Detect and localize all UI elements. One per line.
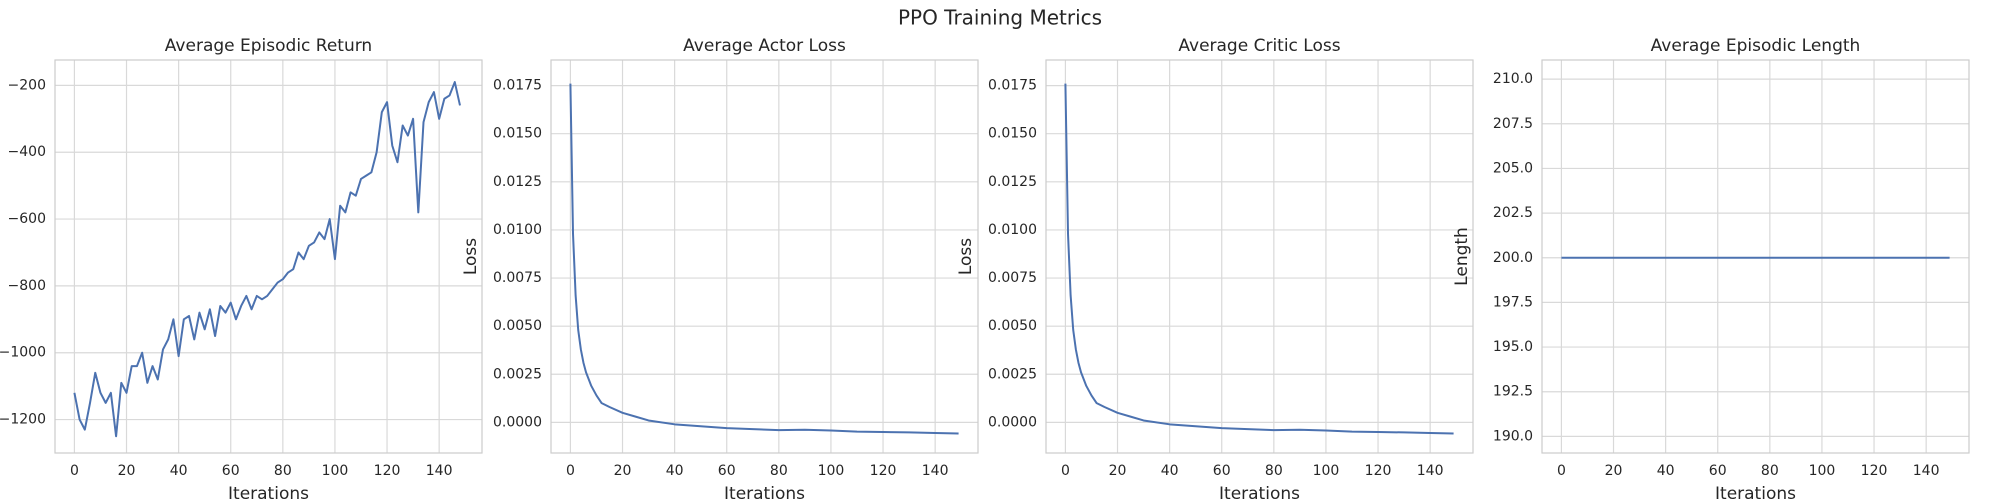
y-tick-label: 0.0175 [988,78,1037,94]
y-tick-label: 0.0175 [493,78,542,94]
x-tick-label: 140 [922,463,949,479]
x-axis-label: Iterations [724,484,805,500]
y-tick-label: 0.0150 [493,126,542,142]
y-tick-label: 0.0025 [493,366,542,382]
y-tick-label: 192.5 [1493,384,1533,400]
y-tick-label: 0.0075 [988,270,1037,286]
y-tick-label: −800 [8,278,46,294]
y-axis-label: Loss [956,238,976,275]
x-tick-label: 0 [566,463,575,479]
plot-frame [550,59,979,454]
y-tick-label: 210.0 [1493,71,1533,87]
y-tick-label: 0.0125 [988,174,1037,190]
data-line [73,81,461,438]
y-tick-label: 0.0000 [988,414,1037,430]
data-line [1064,83,1454,435]
x-tick-label: 80 [274,463,292,479]
y-tick-label: −400 [8,144,46,160]
x-tick-label: 120 [374,463,401,479]
x-tick-label: 60 [1709,463,1727,479]
y-axis-label: Loss [461,238,481,275]
x-tick-label: 80 [1761,463,1779,479]
x-tick-label: 100 [1809,463,1836,479]
y-tick-label: 207.5 [1493,116,1533,132]
y-tick-label: −1200 [0,412,46,428]
y-tick-label: 190.0 [1493,428,1533,444]
y-tick-label: 202.5 [1493,205,1533,221]
plot-frame [1045,59,1474,454]
x-tick-label: 100 [322,463,349,479]
x-tick-label: 140 [426,463,453,479]
x-tick-label: 80 [770,463,788,479]
y-tick-label: −600 [8,211,46,227]
panel-title: Average Episodic Return [165,36,372,56]
panel-title: Average Episodic Length [1651,36,1861,56]
x-tick-label: 140 [1913,463,1940,479]
y-tick-label: 0.0050 [988,318,1037,334]
y-tick-label: 0.0125 [493,174,542,190]
x-tick-label: 120 [870,463,897,479]
x-tick-label: 0 [1557,463,1566,479]
x-tick-label: 40 [170,463,188,479]
y-axis-label: Length [1452,227,1472,286]
x-tick-label: 60 [718,463,736,479]
x-axis-label: Iterations [1715,484,1796,500]
figure-title: PPO Training Metrics [898,6,1102,30]
y-tick-label: 0.0150 [988,126,1037,142]
x-tick-label: 40 [1657,463,1675,479]
panel-title: Average Actor Loss [683,36,846,56]
y-tick-label: 0.0100 [493,222,542,238]
x-tick-label: 100 [818,463,845,479]
data-line [569,83,959,435]
x-axis-label: Iterations [228,484,309,500]
x-tick-label: 120 [1365,463,1392,479]
y-tick-label: 0.0075 [493,270,542,286]
x-axis-label: Iterations [1219,484,1300,500]
x-tick-label: 140 [1417,463,1444,479]
x-tick-label: 60 [222,463,240,479]
x-tick-label: 80 [1265,463,1283,479]
panel-title: Average Critic Loss [1178,36,1340,56]
x-tick-label: 20 [118,463,136,479]
x-tick-label: 0 [1061,463,1070,479]
x-tick-label: 40 [666,463,684,479]
x-tick-label: 120 [1861,463,1888,479]
y-tick-label: 0.0100 [988,222,1037,238]
y-tick-label: 197.5 [1493,294,1533,310]
x-tick-label: 20 [1109,463,1127,479]
y-tick-label: 0.0025 [988,366,1037,382]
y-tick-label: −1000 [0,345,46,361]
x-tick-label: 20 [1605,463,1623,479]
y-tick-label: 195.0 [1493,339,1533,355]
y-tick-label: 205.0 [1493,160,1533,176]
y-tick-label: 200.0 [1493,250,1533,266]
x-tick-label: 60 [1213,463,1231,479]
y-tick-label: −200 [8,77,46,93]
x-tick-label: 100 [1313,463,1340,479]
y-tick-label: 0.0050 [493,318,542,334]
x-tick-label: 0 [70,463,79,479]
x-tick-label: 40 [1161,463,1179,479]
plot-frame [54,59,483,454]
plot-frame [1541,59,1970,454]
x-tick-label: 20 [614,463,632,479]
y-tick-label: 0.0000 [493,414,542,430]
